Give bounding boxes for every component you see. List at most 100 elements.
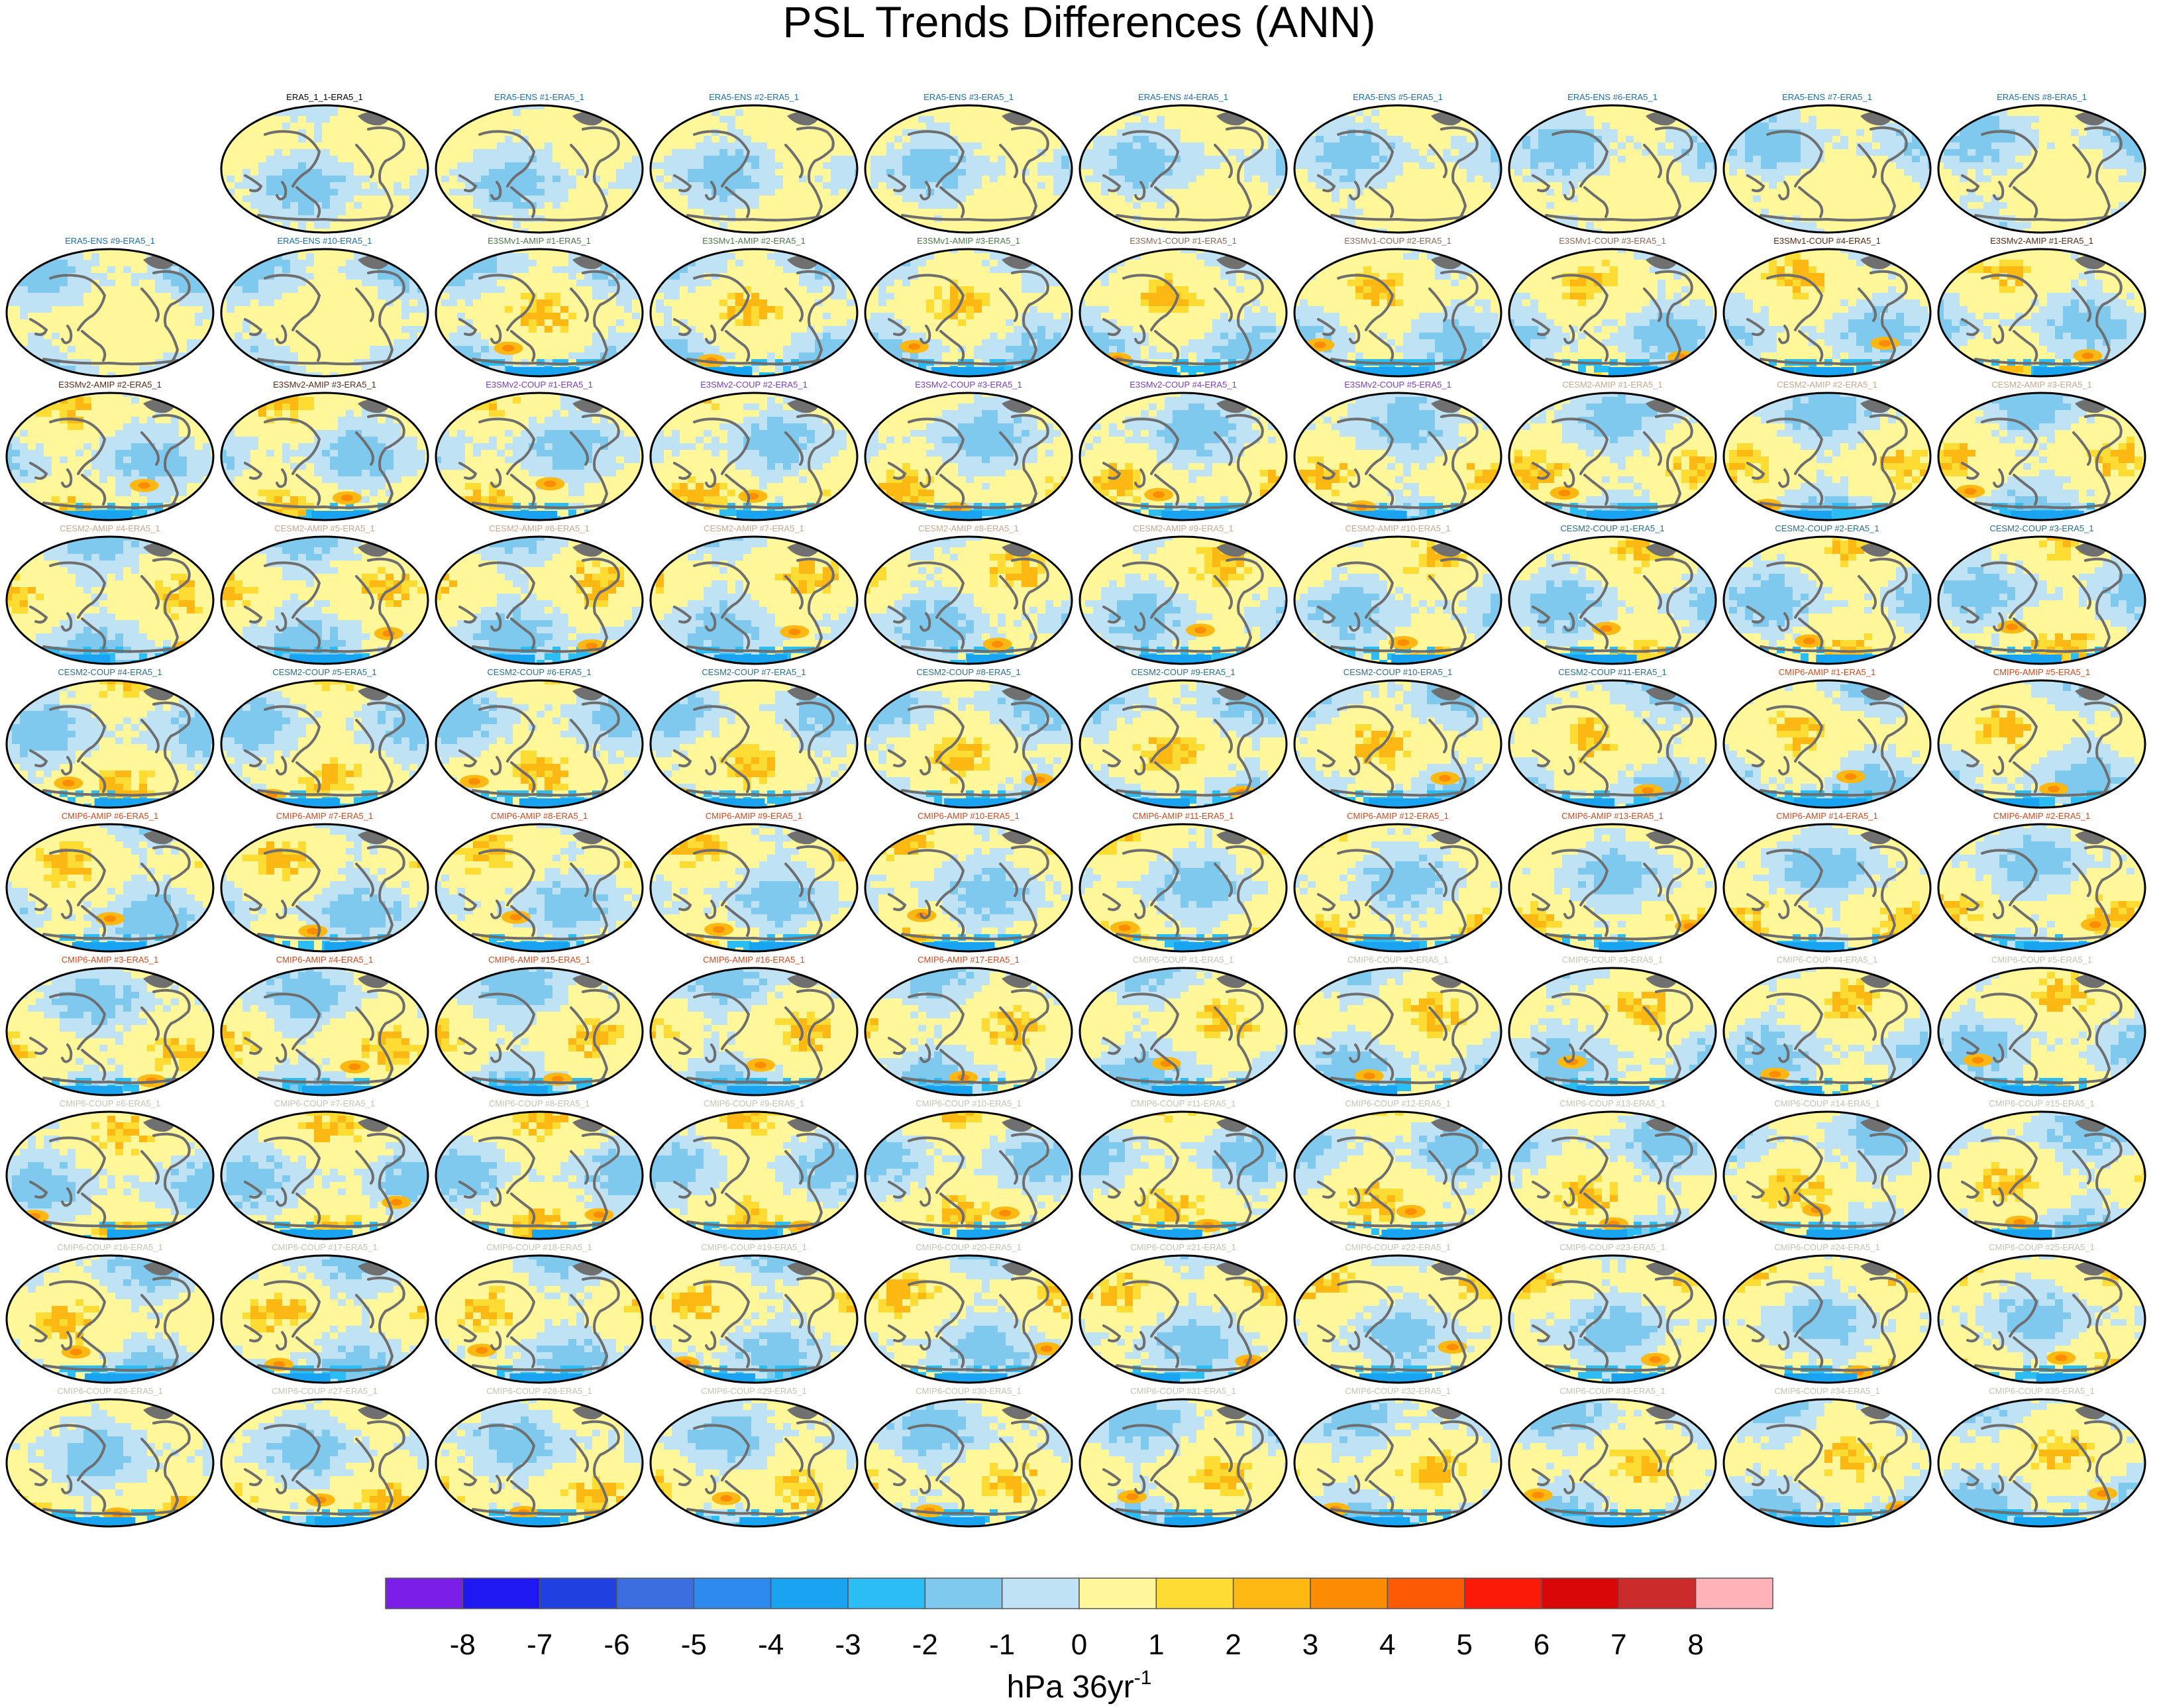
field-cell	[2087, 129, 2095, 136]
field-cell	[1165, 149, 1173, 156]
field-cell	[576, 266, 584, 273]
field-cell	[36, 339, 44, 346]
field-cell	[651, 266, 656, 273]
field-cell	[1125, 326, 1133, 333]
field-cell	[68, 299, 76, 306]
field-cell	[934, 136, 942, 142]
field-cell	[282, 202, 290, 209]
field-cell	[195, 253, 203, 260]
field-cell	[1761, 156, 1769, 162]
field-cell	[1379, 169, 1387, 176]
field-cell	[1745, 319, 1753, 326]
field-cell	[1491, 313, 1499, 319]
field-cell	[672, 253, 680, 260]
field-cell	[1999, 202, 2007, 209]
field-cell	[195, 359, 203, 366]
field-cell	[1785, 253, 1793, 260]
field-cell	[902, 195, 910, 202]
field-cell	[1340, 136, 1347, 142]
field-cell	[457, 253, 465, 260]
field-cell	[624, 352, 632, 359]
field-cell	[759, 306, 767, 313]
field-cell	[306, 105, 314, 109]
field-cell	[1316, 149, 1324, 156]
field-cell	[632, 156, 640, 162]
field-cell	[354, 273, 362, 280]
coastline	[2013, 186, 2038, 218]
field-cell	[1236, 266, 1244, 273]
field-cell	[20, 299, 28, 306]
field-cell	[1284, 116, 1287, 123]
field-cell	[711, 109, 719, 116]
field-cell	[1522, 136, 1530, 142]
field-cell	[1165, 129, 1173, 136]
field-cell	[1037, 326, 1045, 333]
field-cell	[767, 156, 775, 162]
field-cell	[1658, 293, 1665, 299]
field-cell	[195, 280, 203, 286]
field-cell	[886, 359, 894, 366]
field-cell	[1109, 182, 1117, 189]
coastline	[257, 214, 394, 222]
field-cell	[1509, 359, 1514, 366]
field-cell	[600, 286, 608, 293]
field-cell	[1514, 169, 1522, 176]
field-cell	[1594, 129, 1602, 136]
field-cell	[1793, 109, 1801, 116]
field-cell	[1045, 333, 1053, 339]
field-cell	[839, 156, 847, 162]
field-cell	[1538, 372, 1546, 376]
field-cell	[1133, 149, 1141, 156]
field-cell	[1809, 266, 1817, 273]
field-cell	[1769, 260, 1777, 266]
field-cell	[592, 346, 600, 352]
coastline	[888, 318, 907, 337]
field-cell	[1149, 352, 1157, 359]
field-cell	[711, 149, 719, 156]
field-cell	[1912, 339, 1920, 346]
field-cell	[354, 189, 362, 195]
field-cell	[950, 299, 958, 306]
field-cell	[1634, 142, 1642, 149]
field-cell	[1451, 249, 1459, 253]
field-cell	[711, 209, 719, 215]
coastline	[140, 288, 160, 322]
field-cell	[1467, 319, 1475, 326]
field-cell	[870, 273, 878, 280]
field-cell	[1475, 326, 1483, 333]
field-cell	[624, 182, 632, 189]
field-cell	[1499, 123, 1501, 129]
field-cell	[823, 346, 831, 352]
field-cell	[1212, 162, 1220, 169]
field-cell	[815, 372, 823, 376]
field-cell	[584, 280, 592, 286]
field-cell	[870, 313, 878, 319]
field-cell	[1483, 253, 1491, 260]
field-cell	[958, 319, 966, 326]
field-cell	[258, 299, 266, 306]
coastline	[705, 181, 717, 201]
field-cell	[1117, 142, 1125, 149]
panel-title: ERA5-ENS #4-ERA5_1	[1138, 92, 1228, 102]
field-cell	[1944, 123, 1952, 129]
field-cell	[656, 306, 664, 313]
field-cell	[1840, 359, 1848, 366]
field-cell	[1332, 346, 1340, 352]
field-cell	[1157, 286, 1165, 293]
field-cell	[2127, 136, 2134, 142]
field-cell	[298, 149, 306, 156]
field-cell	[505, 209, 513, 215]
field-cell	[1530, 229, 1538, 233]
field-cell	[1499, 366, 1501, 372]
field-cell	[656, 333, 664, 339]
field-cell	[1220, 313, 1228, 319]
trend-field	[651, 249, 857, 376]
field-cell	[2055, 293, 2063, 299]
field-cell	[950, 176, 958, 182]
field-cell	[942, 313, 950, 319]
field-cell	[1626, 326, 1634, 333]
field-cell	[998, 339, 1006, 346]
field-cell	[2119, 215, 2127, 222]
field-cell	[1713, 116, 1716, 123]
field-cell	[441, 286, 449, 293]
